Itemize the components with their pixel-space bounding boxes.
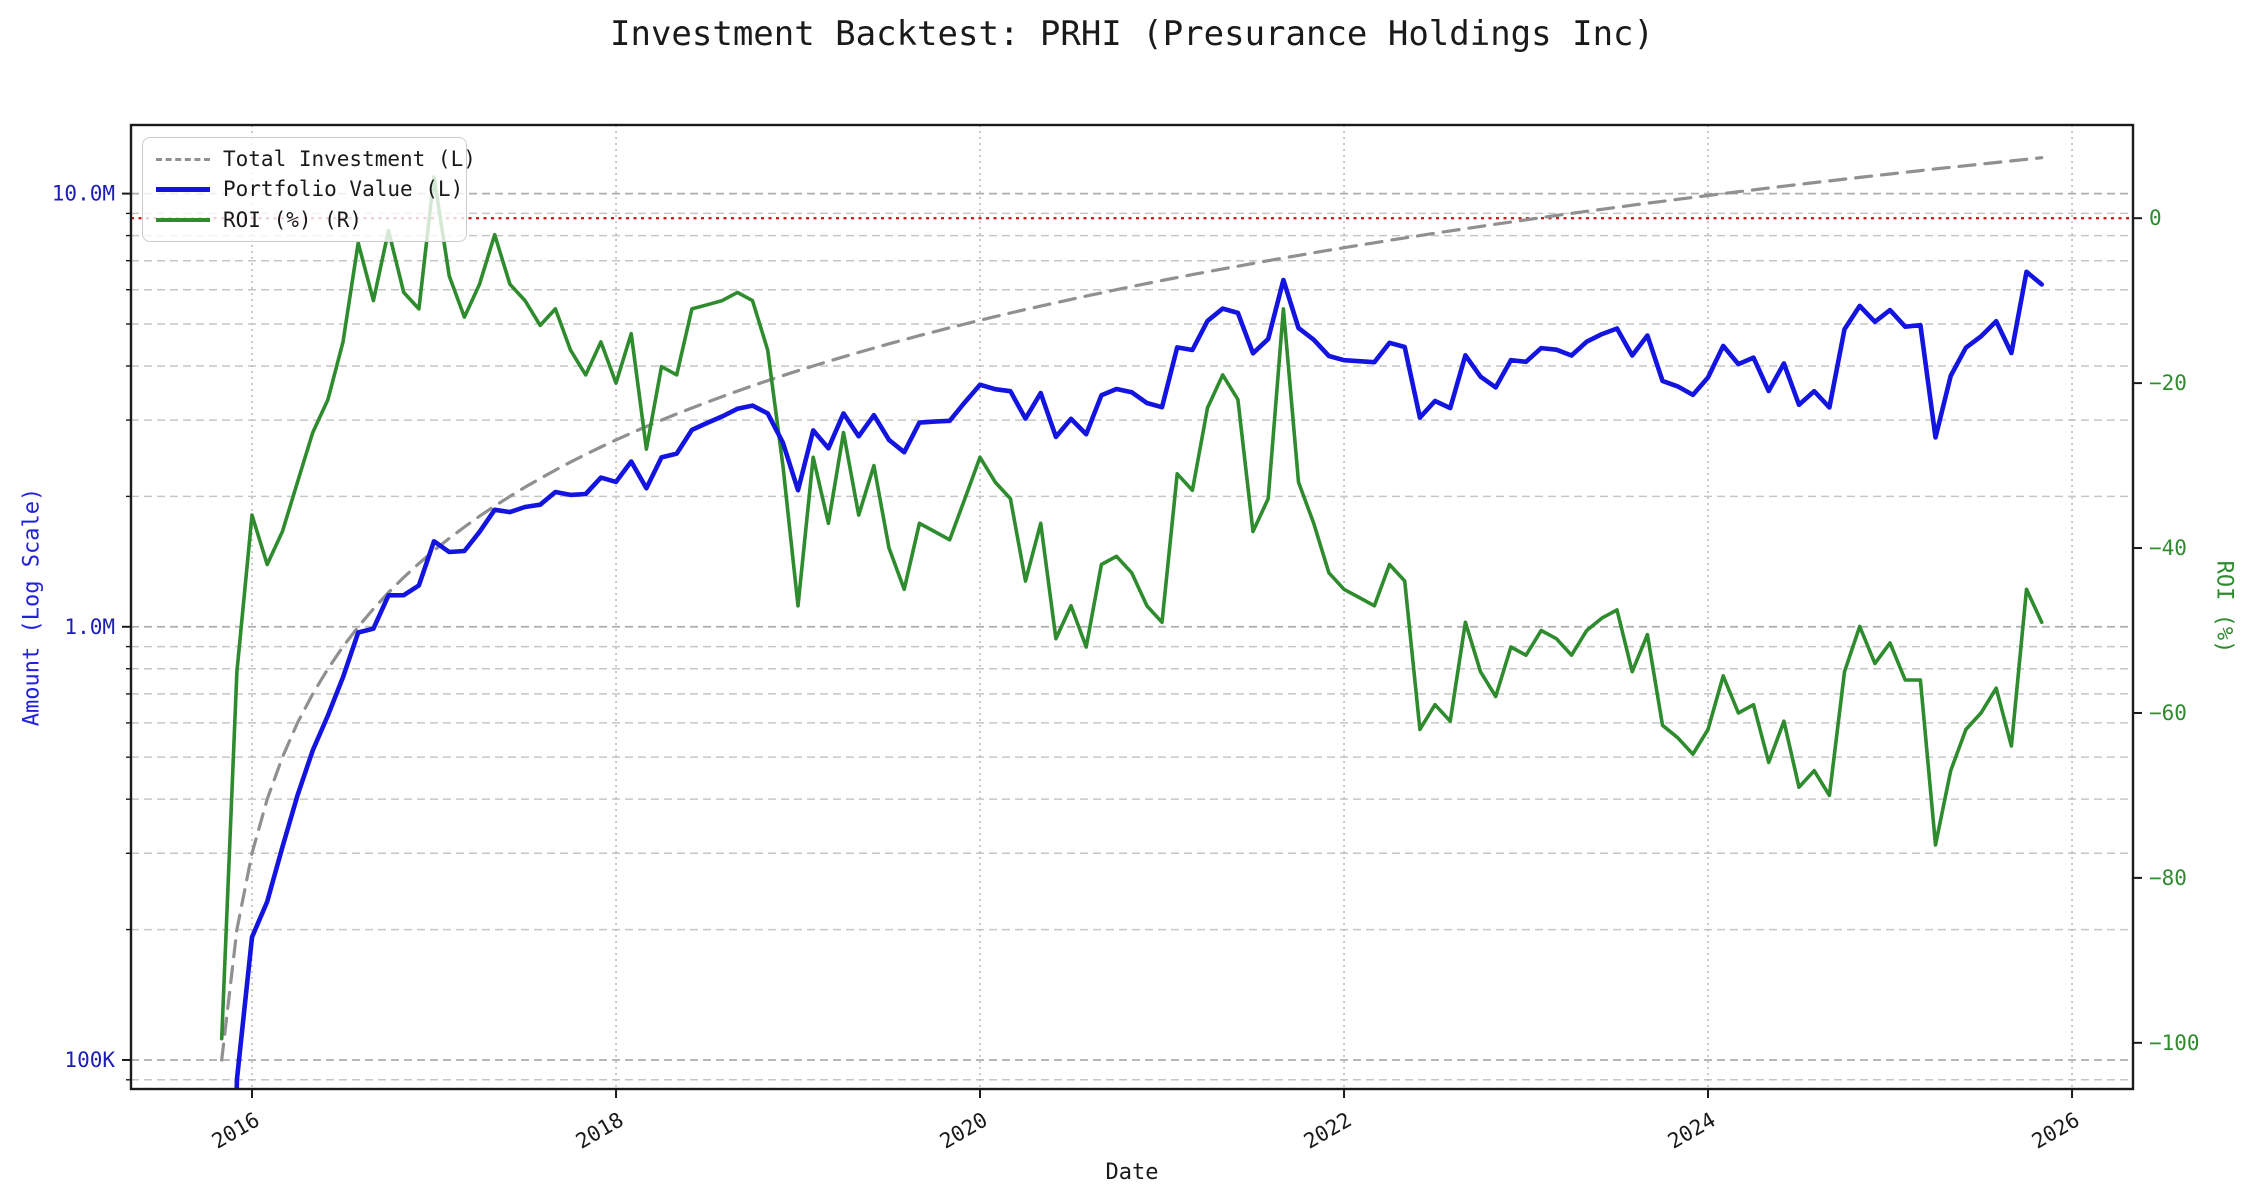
gridlines (131, 125, 2133, 1089)
legend-item-portfolio-value: Portfolio Value (L) (156, 174, 466, 204)
legend-line-sample-solid-green (156, 217, 210, 222)
x-tick-label: 2024 (1664, 1108, 1720, 1154)
legend-label: ROI (%) (R) (223, 207, 363, 232)
series-roi-r (219, 175, 2044, 1041)
x-tick-label: 2022 (1300, 1108, 1356, 1154)
left-tick-label: 10.0M (52, 182, 115, 206)
right-tick-label: −20 (2149, 371, 2187, 395)
right-axis-title: ROI (%) (2211, 560, 2237, 654)
axis-tick-labels: 100K 1.0M 10.0M 0 −20 −40 −60 −80 −100 2016 2018 20… (52, 182, 2200, 1154)
legend: Total Investment (L) Portfolio Value (L)… (142, 137, 476, 242)
right-tick-label: 0 (2149, 206, 2162, 230)
legend-line-sample-dashed-gray (156, 157, 210, 161)
legend-label: Total Investment (L) (223, 147, 476, 172)
x-tick-label: 2020 (936, 1108, 992, 1154)
plot-frame (129, 123, 2135, 1091)
series-portfolio-value-l (234, 269, 2044, 1089)
legend-line-sample-solid-blue (156, 186, 210, 192)
right-tick-label: −80 (2149, 866, 2187, 890)
x-tick-label: 2018 (572, 1108, 628, 1154)
legend-item-roi: ROI (%) (R) (156, 205, 466, 235)
right-tick-label: −100 (2149, 1031, 2200, 1055)
x-tick-label: 2016 (208, 1108, 264, 1154)
x-tick-label: 2026 (2028, 1108, 2084, 1154)
legend-item-total-investment: Total Investment (L) (156, 144, 476, 174)
data-series (219, 156, 2044, 1089)
legend-label: Portfolio Value (L) (223, 177, 464, 202)
left-tick-label: 1.0M (64, 615, 115, 639)
series-total-investment-l (220, 156, 2044, 1062)
left-tick-label: 100K (64, 1048, 115, 1072)
x-axis-title: Date (1105, 1160, 1159, 1185)
chart-title: Investment Backtest: PRHI (Presurance Ho… (610, 14, 1654, 54)
right-tick-label: −40 (2149, 536, 2187, 560)
axis-ticks (122, 192, 2142, 1098)
left-axis-title: Amount (Log Scale) (19, 487, 45, 727)
right-tick-label: −60 (2149, 701, 2187, 725)
